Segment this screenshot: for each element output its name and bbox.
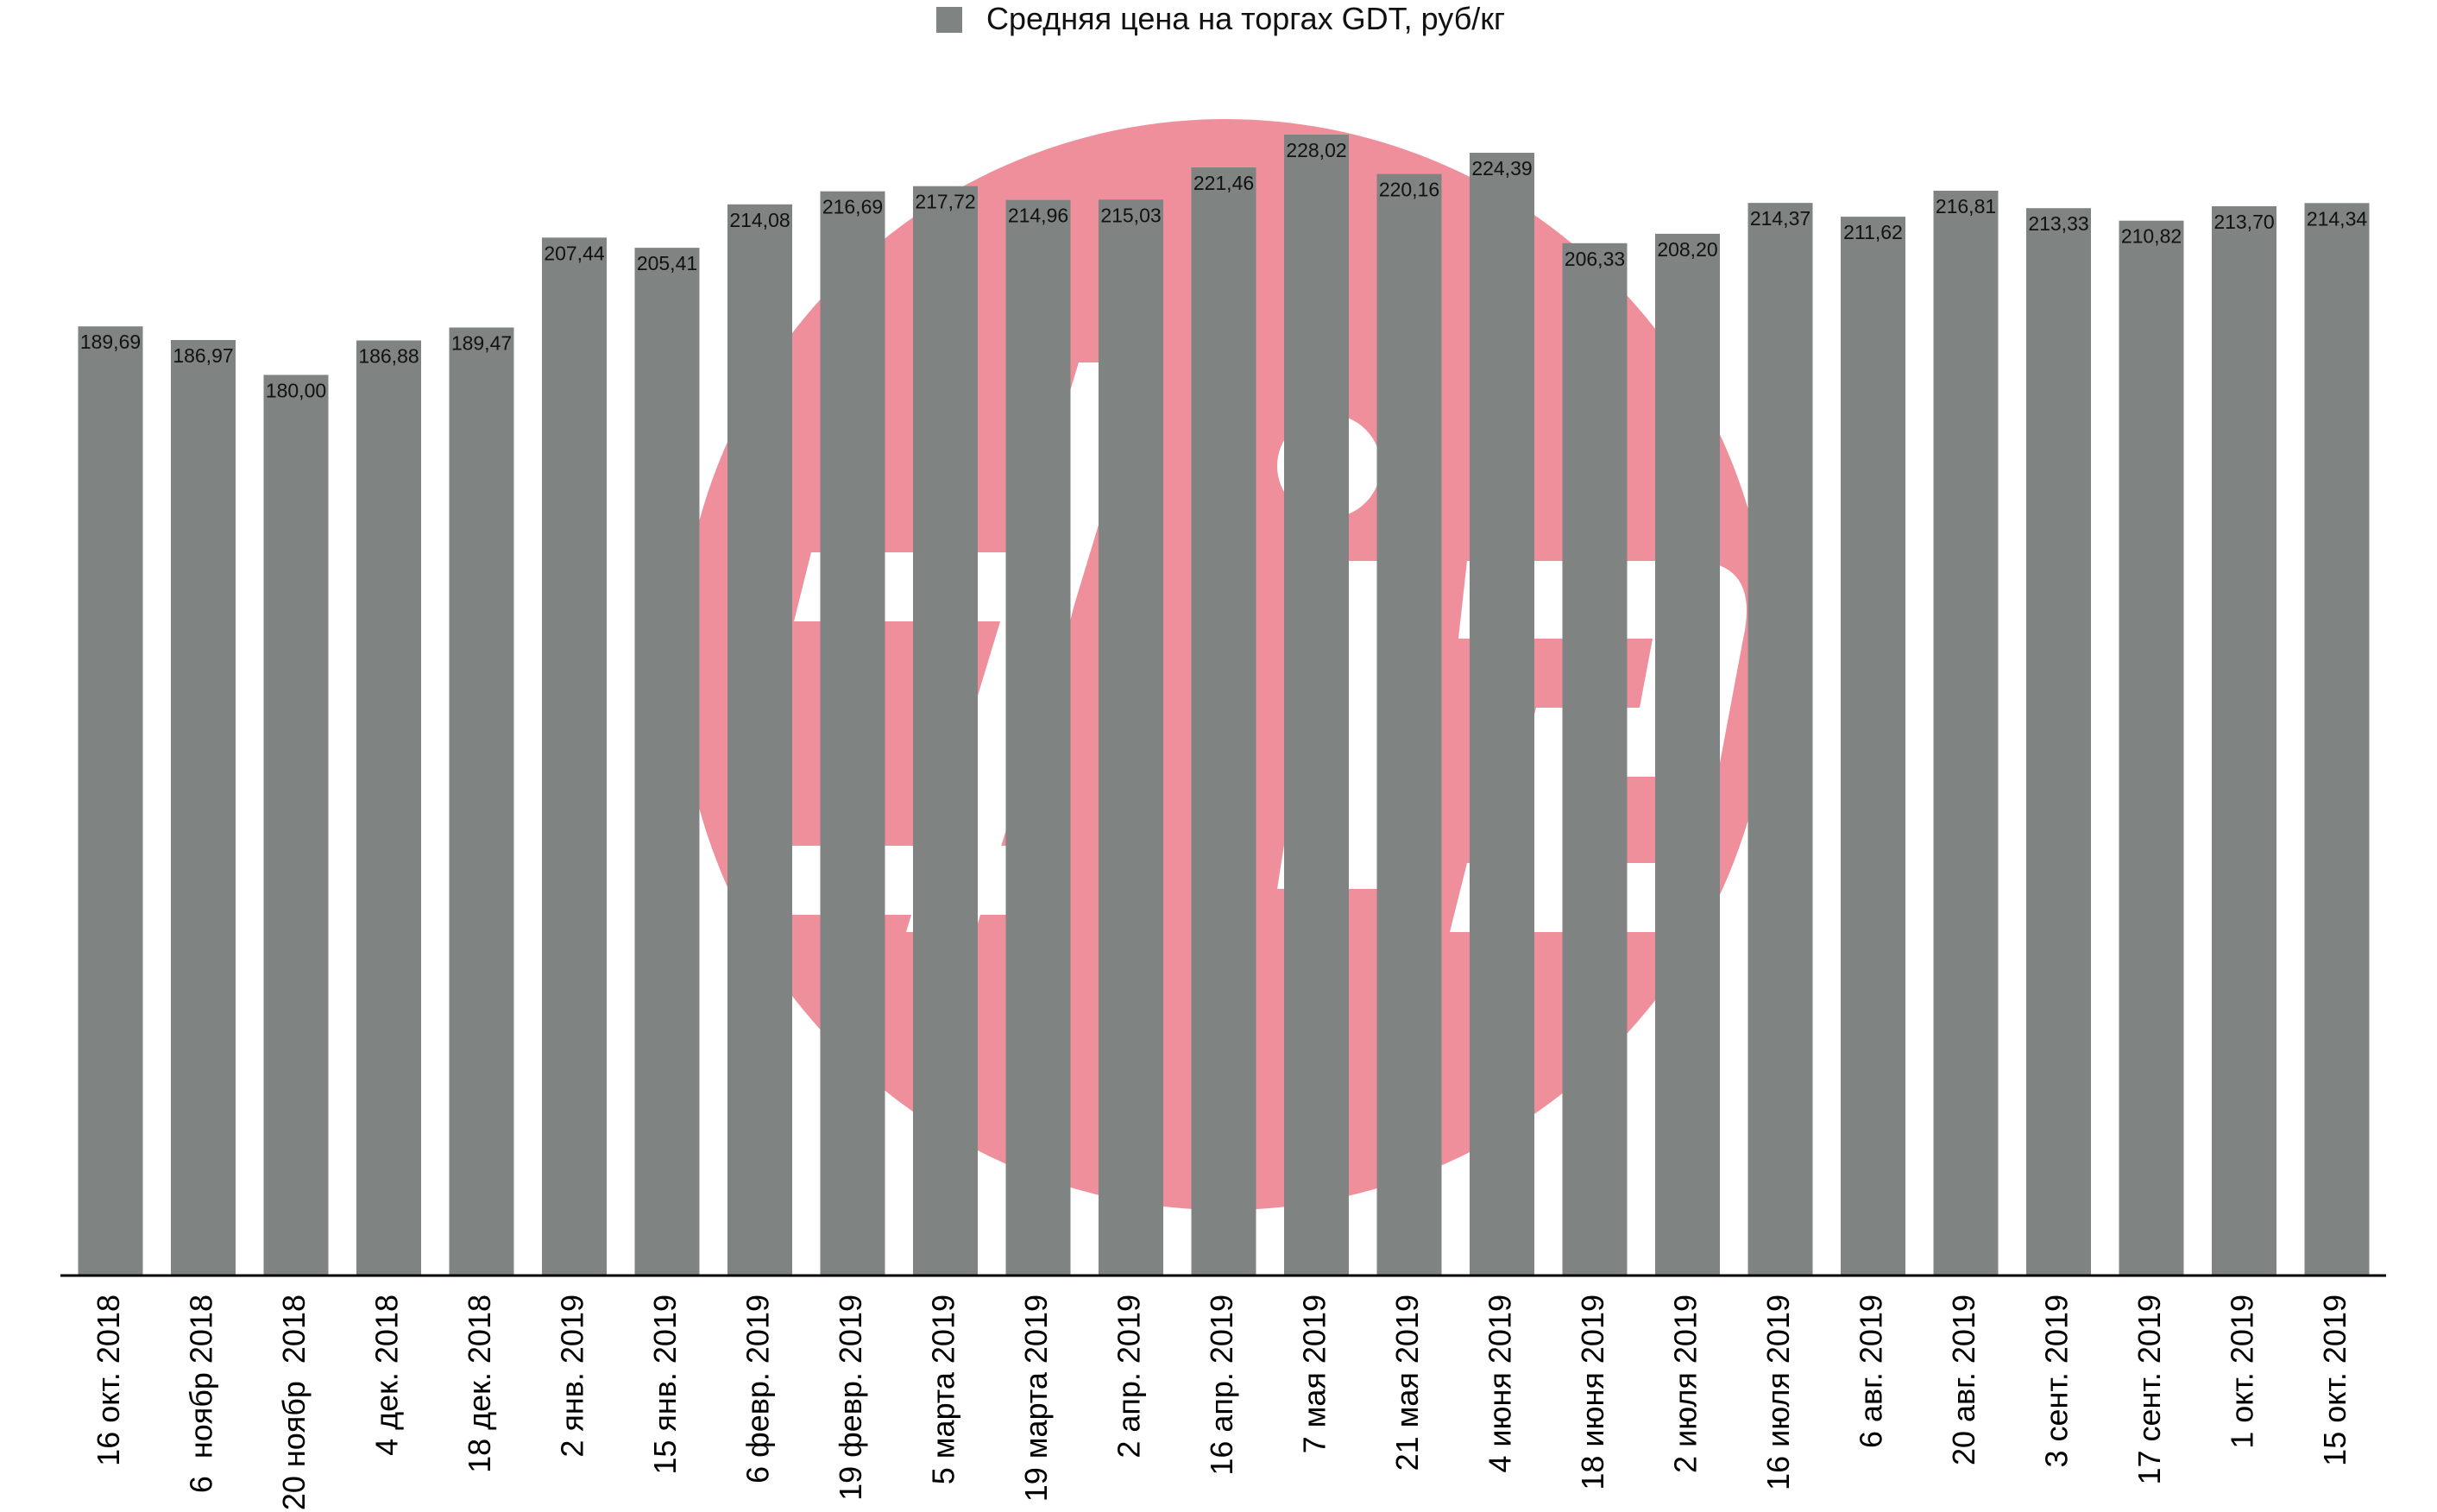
- legend-label: Средняя цена на торгах GDT, руб/кг: [986, 1, 1505, 36]
- bar-value-label: 221,46: [1193, 172, 1254, 194]
- bar-value-label: 214,37: [1750, 207, 1810, 230]
- bar: [1376, 173, 1442, 1276]
- category-label: 16 апр. 2019: [1204, 1295, 1239, 1476]
- category-label: 21 мая 2019: [1389, 1295, 1425, 1471]
- bar-value-label: 213,33: [2028, 212, 2088, 235]
- bar: [263, 375, 329, 1276]
- bar-value-label: 214,34: [2307, 207, 2368, 230]
- bar: [634, 248, 700, 1276]
- bar: [913, 186, 978, 1276]
- category-label: 7 мая 2019: [1297, 1295, 1332, 1453]
- bar-value-label: 207,44: [544, 242, 605, 264]
- category-label: 16 июля 2019: [1760, 1295, 1796, 1490]
- category-label: 18 дек. 2018: [462, 1295, 497, 1473]
- bar-value-label: 211,62: [1843, 221, 1903, 243]
- category-label: 6 ноябр 2018: [184, 1295, 219, 1493]
- bar: [78, 326, 143, 1276]
- category-label: 6 февр. 2019: [740, 1295, 776, 1484]
- bar: [2119, 220, 2184, 1276]
- bar-value-label: 217,72: [915, 191, 975, 213]
- bar: [2026, 208, 2091, 1276]
- bar: [1191, 167, 1256, 1276]
- value-labels-group: 189,69 186,97 180,00 186,88 189,47 207,44 205,…: [80, 139, 2368, 401]
- category-label: 2 апр. 2019: [1111, 1295, 1147, 1458]
- bar-value-label: 186,97: [173, 344, 233, 367]
- bar: [1099, 199, 1163, 1276]
- bar: [820, 191, 885, 1276]
- bar-value-label: 189,47: [451, 332, 512, 355]
- bar: [1470, 153, 1534, 1276]
- bar-value-label: 228,02: [1286, 139, 1346, 161]
- bar: [449, 327, 514, 1276]
- bar-value-label: 216,81: [1936, 195, 1996, 217]
- category-label: 20 авг. 2019: [1946, 1295, 1981, 1465]
- category-label: 1 окт. 2019: [2225, 1295, 2260, 1449]
- bar-value-label: 208,20: [1657, 238, 1717, 261]
- bar: [727, 204, 792, 1276]
- bar: [1284, 135, 1349, 1276]
- category-label: 2 янв. 2019: [555, 1295, 590, 1458]
- bar: [171, 340, 236, 1276]
- category-label: 15 окт. 2019: [2317, 1295, 2352, 1466]
- gray-square-swatch-icon: [936, 7, 962, 33]
- category-label: 3 сент. 2019: [2039, 1295, 2075, 1468]
- bar: [1933, 191, 1999, 1276]
- category-label: 5 марта 2019: [926, 1295, 961, 1484]
- bar-value-label: 220,16: [1379, 179, 1439, 201]
- bar: [356, 340, 421, 1276]
- bar: [542, 237, 607, 1276]
- bar-value-label: 214,08: [729, 209, 790, 231]
- category-label: 4 июня 2019: [1483, 1295, 1518, 1473]
- bar-value-label: 186,88: [358, 345, 419, 368]
- bar-value-label: 206,33: [1565, 248, 1625, 270]
- bar: [1562, 243, 1628, 1276]
- bars-group: [78, 135, 2370, 1276]
- category-label: 15 янв. 2019: [647, 1295, 683, 1475]
- category-label: 19 марта 2019: [1018, 1295, 1054, 1502]
- bar: [2304, 203, 2370, 1276]
- bar-value-label: 180,00: [266, 379, 326, 401]
- category-label: 2 июля 2019: [1668, 1295, 1703, 1473]
- bar-value-label: 215,03: [1100, 204, 1161, 226]
- bar: [1655, 233, 1720, 1276]
- legend: Средняя цена на торгах GDT, руб/кг: [936, 1, 1505, 36]
- bar-value-label: 213,70: [2213, 211, 2274, 233]
- category-label: 17 сент. 2019: [2132, 1295, 2167, 1485]
- bar-value-label: 189,69: [80, 331, 141, 353]
- bar-value-label: 224,39: [1471, 157, 1532, 180]
- bar-value-label: 216,69: [822, 196, 883, 218]
- bar-value-label: 210,82: [2121, 225, 2182, 248]
- bar: [1841, 217, 1905, 1276]
- category-label: 4 дек. 2018: [369, 1295, 405, 1456]
- category-label: 20 ноябр 2018: [276, 1295, 312, 1510]
- category-label: 18 июня 2019: [1575, 1295, 1610, 1490]
- category-label: 19 февр. 2019: [833, 1295, 868, 1501]
- category-label: 16 окт. 2018: [91, 1295, 126, 1466]
- category-label: 6 авг. 2019: [1854, 1295, 1889, 1448]
- bar: [1747, 203, 1813, 1276]
- bar: [2212, 206, 2276, 1276]
- bar: [1005, 199, 1071, 1276]
- category-labels-group: 16 окт. 2018 6 ноябр 2018 20 ноябр 2018 4 д…: [91, 1295, 2352, 1510]
- bar-value-label: 214,96: [1008, 205, 1068, 227]
- bar-value-label: 205,41: [637, 252, 697, 274]
